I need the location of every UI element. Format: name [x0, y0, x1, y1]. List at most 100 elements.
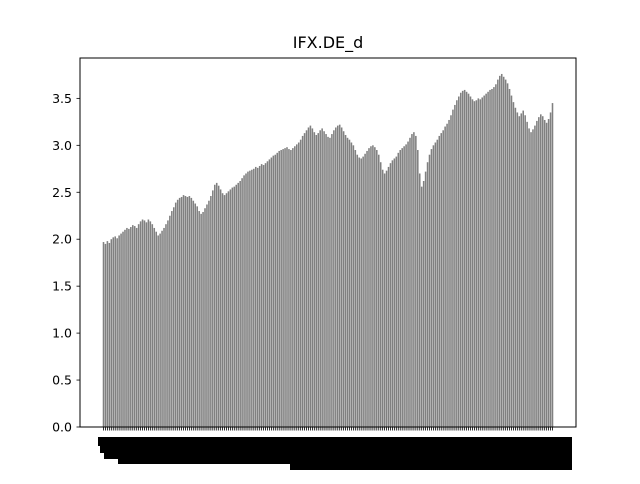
bar [274, 154, 277, 427]
bar-series [102, 73, 554, 428]
bar [430, 149, 433, 427]
bar [426, 162, 429, 427]
bar [362, 156, 364, 427]
bar [133, 226, 136, 427]
bar [338, 124, 341, 427]
bar [508, 88, 511, 427]
bar [354, 150, 357, 427]
bar [309, 125, 312, 427]
bar [215, 182, 218, 427]
bar [436, 139, 439, 427]
bar [223, 195, 226, 427]
bar [530, 132, 532, 427]
bar [239, 181, 241, 427]
bar [522, 110, 524, 427]
bar [176, 199, 179, 427]
bar [182, 195, 185, 427]
bar [418, 173, 421, 427]
bar [124, 229, 126, 427]
y-tick-label: 0.5 [52, 373, 72, 388]
bar [221, 193, 224, 427]
x-tick-label-band [118, 459, 572, 464]
y-tick-label: 3.0 [52, 138, 72, 153]
bar [477, 98, 480, 428]
bar [120, 233, 122, 427]
bar [122, 231, 124, 427]
bar [233, 186, 236, 427]
bar [465, 91, 468, 428]
bar [266, 161, 269, 427]
bar [502, 76, 505, 427]
bar [151, 224, 154, 427]
bar [397, 152, 400, 427]
bar [506, 83, 509, 427]
bar [256, 167, 259, 427]
bar [159, 233, 161, 427]
bar [463, 89, 466, 428]
bar [303, 133, 306, 428]
bar [243, 175, 245, 427]
bar [415, 135, 417, 427]
bar [385, 170, 388, 428]
bar [276, 152, 279, 427]
bar [452, 109, 454, 427]
bar [413, 132, 415, 427]
bar [329, 137, 331, 427]
bar [450, 115, 452, 428]
bar [327, 136, 329, 427]
bar [272, 155, 275, 427]
bar [358, 157, 361, 427]
bar [469, 96, 472, 427]
bar [190, 197, 193, 427]
bar [479, 99, 482, 427]
bar [254, 166, 257, 428]
bar [534, 125, 536, 427]
bar [286, 147, 288, 427]
bar [145, 222, 148, 427]
bar [284, 148, 286, 427]
bar [442, 130, 444, 428]
plot-frame [79, 57, 577, 428]
bar [219, 189, 222, 427]
bar [295, 144, 298, 427]
bar [247, 171, 249, 427]
bar [335, 127, 337, 427]
bar [139, 221, 142, 427]
bar [116, 238, 118, 427]
bar [489, 89, 491, 428]
bar [258, 165, 261, 428]
bar [321, 128, 323, 428]
bar [333, 130, 335, 428]
bar [499, 75, 501, 427]
bar [128, 228, 130, 427]
bar [206, 204, 208, 427]
bar [424, 171, 427, 427]
bar [217, 185, 220, 427]
bar [188, 196, 191, 427]
bar [325, 134, 327, 428]
bar [467, 93, 470, 428]
bar [210, 196, 212, 427]
bar [440, 133, 443, 428]
y-tick-label: 2.5 [52, 185, 72, 200]
bar [483, 95, 485, 427]
bar [393, 158, 396, 427]
bar [231, 187, 234, 427]
bar [401, 148, 403, 427]
bar [208, 200, 210, 427]
bar [161, 230, 163, 427]
bar [504, 79, 507, 427]
bar [268, 159, 271, 427]
bar [297, 142, 300, 427]
bar [299, 139, 302, 427]
bar [409, 137, 411, 427]
bar [282, 149, 284, 427]
y-tick-label: 2.0 [52, 232, 72, 247]
x-tick-label-band [98, 437, 572, 446]
bar [336, 125, 339, 427]
bar [135, 227, 138, 427]
bar [147, 219, 150, 427]
bar [434, 142, 437, 427]
